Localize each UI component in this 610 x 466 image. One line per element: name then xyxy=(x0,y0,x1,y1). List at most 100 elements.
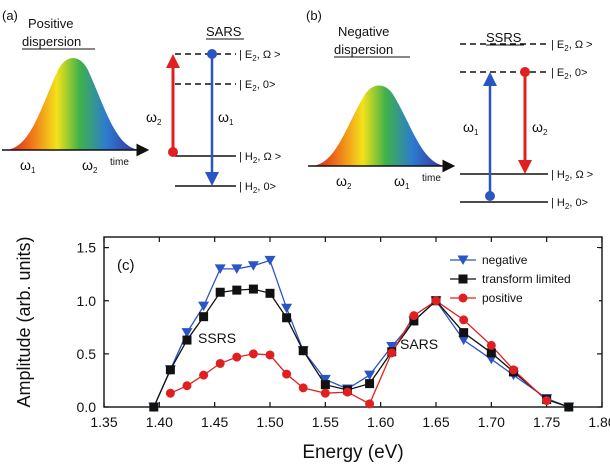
point-positive xyxy=(508,365,518,375)
panel-a-title-line1: Positive xyxy=(28,16,74,31)
point-negative xyxy=(181,328,193,338)
legend-label-positive: positive xyxy=(482,291,523,305)
x-tick-label: 1.55 xyxy=(312,414,339,430)
point-negative xyxy=(364,370,376,381)
chart-axes: 1.35 1.40 1.45 1.50 1.55 1.60 1.65 1.70 1.75 1.8 0… xyxy=(77,237,610,430)
level-label-e2-omega-a: | E2​, Ω > xyxy=(239,49,281,63)
point-positive xyxy=(165,388,175,398)
y-tick-label: 0.5 xyxy=(77,346,97,362)
point-positive xyxy=(182,381,192,391)
electron-dot-blue-a xyxy=(207,49,217,59)
point-transform-limited xyxy=(199,312,209,322)
legend-label-negative: negative xyxy=(482,253,528,267)
point-transform-limited xyxy=(149,402,159,412)
point-positive xyxy=(265,350,275,360)
electron-dot-red-a xyxy=(168,147,178,157)
panel-b-title-line1: Negative xyxy=(338,24,389,39)
panel-b-title-line2: dispersion xyxy=(334,42,393,57)
x-tick-label: 1.75 xyxy=(533,414,560,430)
point-transform-limited xyxy=(459,328,469,338)
arrow-up-red-a-head xyxy=(166,54,180,68)
series-line-transform-limited xyxy=(153,288,570,408)
x-tick-label: 1.80 xyxy=(588,414,610,430)
legend-box xyxy=(444,248,599,304)
point-transform-limited xyxy=(486,348,496,358)
chart-legend: negative transform limited positive xyxy=(444,248,599,305)
point-positive xyxy=(320,388,330,398)
panel-a-title-line2: dispersion xyxy=(22,34,81,49)
point-positive xyxy=(282,369,292,379)
point-transform-limited xyxy=(409,316,419,326)
level-label-e2-omega-b: | E2​, Ω > xyxy=(551,39,593,53)
point-positive xyxy=(409,311,419,321)
electron-dot-blue-b xyxy=(485,191,495,201)
arrow-up-label-a: ω2​ xyxy=(146,109,162,127)
level-label-h2-zero-a: | H2​, 0> xyxy=(239,181,276,195)
point-transform-limited xyxy=(232,285,242,295)
time-label-b: time xyxy=(422,173,441,184)
panel-b-label: (b) xyxy=(306,8,322,23)
x-tick-label: 1.40 xyxy=(146,414,173,430)
amplitude-chart: 1.35 1.40 1.45 1.50 1.55 1.60 1.65 1.70 1.75 1.8 0… xyxy=(14,236,610,463)
point-negative xyxy=(319,374,331,385)
ssrs-title: SSRS xyxy=(486,30,522,45)
point-transform-limited xyxy=(182,335,192,345)
point-negative xyxy=(231,264,243,274)
point-positive xyxy=(459,315,469,325)
y-tick-label: 1.0 xyxy=(77,293,97,309)
legend-marker-negative xyxy=(457,255,469,265)
x-tick-label: 1.50 xyxy=(256,414,283,430)
x-tick-label: 1.35 xyxy=(90,414,117,430)
point-negative xyxy=(458,335,470,346)
x-axis-title: Energy (eV) xyxy=(302,442,403,463)
point-positive xyxy=(232,352,242,362)
legend-marker-transform-limited xyxy=(458,274,468,284)
level-label-e2-zero-b: | E2​, 0> xyxy=(551,67,587,81)
point-positive xyxy=(486,340,496,350)
point-transform-limited xyxy=(564,402,574,412)
plot-frame xyxy=(103,236,603,408)
time-label-a: time xyxy=(110,157,129,168)
point-transform-limited xyxy=(298,346,308,356)
arrow-down-label-a: ω1​ xyxy=(218,109,234,127)
y-axis-title: Amplitude (arb. units) xyxy=(14,236,34,407)
panel-b: (b) Negative dispersion ω2​ ω1​ time SSR… xyxy=(306,8,593,211)
series-markers xyxy=(148,255,575,412)
legend-label-transform-limited: transform limited xyxy=(482,272,571,286)
point-positive xyxy=(298,383,308,393)
point-positive xyxy=(199,370,209,380)
spectrum-bell-negative xyxy=(312,85,446,166)
point-positive xyxy=(365,399,375,409)
point-negative xyxy=(214,264,226,274)
point-transform-limited xyxy=(282,313,292,323)
point-transform-limited xyxy=(215,287,225,297)
point-positive xyxy=(387,348,397,358)
arrow-up-blue-b-head xyxy=(483,72,497,86)
point-positive xyxy=(215,358,225,368)
point-negative xyxy=(281,303,293,314)
point-transform-limited xyxy=(165,365,175,375)
omega1-label-a: ω1​ xyxy=(20,157,36,175)
legend-marker-positive xyxy=(458,293,468,303)
point-transform-limited xyxy=(320,380,330,390)
point-positive xyxy=(248,349,258,359)
arrow-up-label-b: ω1​ xyxy=(463,119,479,137)
point-positive xyxy=(431,296,441,306)
x-tick-label: 1.65 xyxy=(422,414,449,430)
point-negative xyxy=(386,341,398,352)
arrow-down-red-b-head xyxy=(518,160,532,174)
sars-title: SARS xyxy=(206,24,242,39)
point-negative xyxy=(247,261,259,271)
arrow-down-blue-a-head xyxy=(205,172,219,186)
x-tick-label: 1.45 xyxy=(201,414,228,430)
level-label-h2-omega-a: | H2​, Ω > xyxy=(239,151,281,165)
point-negative xyxy=(198,301,210,312)
y-tick-label: 0.0 xyxy=(77,399,97,415)
spectrum-bell-positive xyxy=(6,58,140,150)
y-tick-label: 1.5 xyxy=(77,240,97,256)
point-negative xyxy=(264,255,276,266)
chart-panel-label: (c) xyxy=(117,257,135,274)
level-label-h2-zero-b: | H2​, 0> xyxy=(551,197,588,211)
electron-dot-red-b xyxy=(520,67,530,77)
x-tick-label: 1.70 xyxy=(478,414,505,430)
